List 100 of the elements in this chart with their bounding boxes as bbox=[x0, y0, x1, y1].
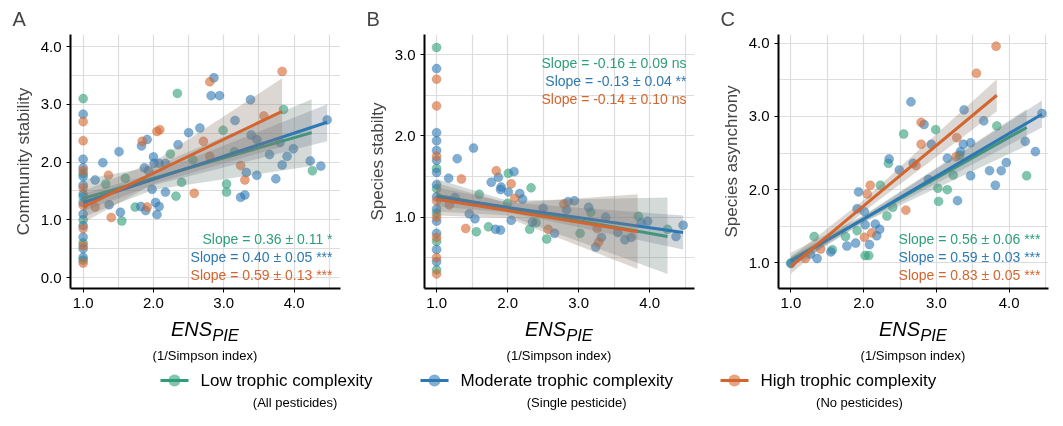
x-tick-label: 2.0 bbox=[143, 293, 164, 311]
point bbox=[97, 157, 108, 168]
point bbox=[991, 41, 1002, 52]
point bbox=[853, 186, 864, 197]
y-tick-label: 3.0 bbox=[40, 95, 62, 113]
point bbox=[933, 196, 944, 207]
annotation: Slope = -0.14 ± 0.10 ns bbox=[541, 90, 687, 107]
y-axis-title: Species asynchrony bbox=[721, 84, 741, 238]
x-tick-label: 2.0 bbox=[853, 293, 875, 311]
point bbox=[189, 188, 200, 199]
y-axis-title: Community stability bbox=[13, 87, 33, 236]
point bbox=[1030, 146, 1041, 157]
point bbox=[204, 76, 215, 87]
point bbox=[905, 96, 916, 107]
point bbox=[183, 127, 194, 138]
point bbox=[491, 165, 502, 176]
x-tick-label: 2.0 bbox=[497, 293, 519, 311]
point bbox=[431, 167, 442, 178]
x-tick-label: 1.0 bbox=[72, 293, 94, 311]
point bbox=[431, 268, 442, 279]
point bbox=[431, 232, 442, 243]
point bbox=[431, 42, 442, 53]
point bbox=[850, 238, 861, 249]
point bbox=[78, 232, 89, 243]
point bbox=[116, 215, 127, 226]
legend-label: Moderate trophic complexity (Single pesticide) bbox=[460, 371, 674, 410]
point bbox=[160, 187, 171, 198]
legend-label: High trophic complexity (No pesticides) bbox=[760, 371, 937, 410]
point bbox=[884, 153, 895, 164]
point bbox=[859, 232, 870, 243]
point bbox=[221, 187, 232, 198]
x-tick-label: 3.0 bbox=[926, 293, 947, 311]
point bbox=[307, 165, 318, 176]
point bbox=[990, 180, 1001, 191]
point bbox=[866, 227, 877, 238]
y-tick-label: 3.0 bbox=[394, 45, 416, 63]
point bbox=[865, 180, 876, 191]
point bbox=[270, 173, 281, 184]
point bbox=[503, 186, 514, 197]
y-tick-label: 1.0 bbox=[40, 210, 62, 228]
point bbox=[468, 143, 479, 154]
point bbox=[509, 166, 520, 177]
point bbox=[881, 211, 892, 222]
y-tick-label: 0.0 bbox=[40, 268, 62, 286]
x-tick-label: 3.0 bbox=[568, 293, 590, 311]
point bbox=[154, 201, 165, 212]
y-axis-title: Species stabilty bbox=[367, 101, 387, 221]
annotation: Slope = -0.13 ± 0.04 ** bbox=[545, 72, 688, 89]
point bbox=[78, 116, 89, 127]
point bbox=[239, 174, 250, 185]
annotation: Slope = 0.59 ± 0.03 *** bbox=[898, 248, 1042, 265]
point bbox=[841, 241, 852, 252]
x-tick-label: 3.0 bbox=[213, 293, 235, 311]
y-tick-label: 1.0 bbox=[748, 253, 770, 271]
point bbox=[506, 178, 517, 189]
point bbox=[431, 135, 442, 146]
point bbox=[78, 135, 89, 146]
x-tick-label: 1.0 bbox=[780, 293, 802, 311]
point bbox=[864, 239, 875, 250]
point bbox=[431, 252, 442, 263]
point bbox=[456, 173, 467, 184]
annotation: Slope = 0.40 ± 0.05 *** bbox=[190, 248, 334, 265]
point bbox=[471, 226, 482, 237]
point bbox=[460, 223, 471, 234]
point bbox=[971, 68, 982, 79]
x-tick-label: 4.0 bbox=[283, 293, 305, 311]
point bbox=[930, 124, 941, 135]
point bbox=[115, 207, 126, 218]
point bbox=[1001, 157, 1012, 168]
annotation: Slope = -0.16 ± 0.09 ns bbox=[541, 54, 687, 71]
point bbox=[114, 146, 125, 157]
x-tick-label: 4.0 bbox=[998, 293, 1020, 311]
x-axis-title: ENS$_{PIE}$ (1/Simpson index) bbox=[152, 318, 258, 365]
point bbox=[984, 165, 995, 176]
x-tick-label: 4.0 bbox=[639, 293, 661, 311]
point bbox=[452, 153, 463, 164]
x-tick-label: 1.0 bbox=[426, 293, 448, 311]
chart-title: C bbox=[720, 7, 735, 30]
legend-label: Low trophic complexity (All pesticides) bbox=[200, 371, 373, 410]
point bbox=[214, 90, 225, 101]
point bbox=[443, 173, 454, 184]
point bbox=[431, 127, 442, 138]
point bbox=[1021, 170, 1032, 181]
annotation: Slope = 0.56 ± 0.06 *** bbox=[898, 230, 1042, 247]
point bbox=[172, 88, 183, 99]
point bbox=[541, 234, 552, 244]
point bbox=[239, 189, 250, 200]
point bbox=[900, 205, 911, 216]
y-tick-label: 2.0 bbox=[40, 153, 62, 171]
point bbox=[952, 195, 963, 206]
point bbox=[78, 93, 89, 104]
point bbox=[78, 109, 89, 120]
point bbox=[194, 123, 205, 134]
point bbox=[486, 177, 497, 188]
y-tick-label: 3.0 bbox=[748, 107, 770, 125]
point bbox=[106, 212, 117, 223]
point bbox=[221, 179, 232, 189]
y-tick-label: 2.0 bbox=[748, 180, 770, 198]
point bbox=[137, 136, 148, 147]
point bbox=[996, 165, 1007, 176]
